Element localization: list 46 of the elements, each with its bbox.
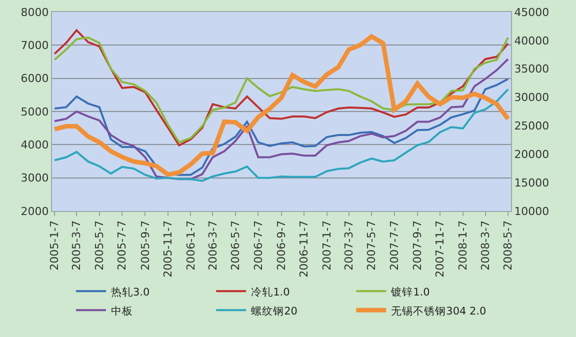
y-tick-label: 4000 bbox=[20, 138, 49, 152]
x-tick-label: 2005-9-7 bbox=[138, 220, 152, 270]
y-tick-label: 7000 bbox=[20, 39, 49, 52]
x-tick-label: 2005-11-7 bbox=[162, 220, 175, 278]
x-tick-label: 2008-5-7 bbox=[502, 220, 515, 270]
legend-label: 镀锌1.0 bbox=[390, 285, 430, 298]
line-series bbox=[54, 58, 510, 180]
x-tick-label: 2007-1-7 bbox=[320, 220, 334, 270]
line-series bbox=[54, 88, 510, 182]
x-tick-label: 2006-1-7 bbox=[184, 220, 198, 270]
x-tick-label: 2007-7-7 bbox=[388, 220, 401, 270]
y2-tick-label: 40000 bbox=[514, 34, 550, 48]
y2-tick-label: 30000 bbox=[514, 91, 550, 104]
x-tick-label: 2005-7-7 bbox=[116, 220, 129, 270]
x-tick-label: 2008-1-7 bbox=[456, 220, 470, 270]
x-tick-label: 2007-3-7 bbox=[342, 220, 356, 270]
y2-tick-label: 35000 bbox=[514, 62, 550, 76]
legend-label: 无锡不锈钢304 2.0 bbox=[391, 305, 486, 318]
x-tick-label: 2007-5-7 bbox=[365, 220, 378, 270]
y2-tick-label: 25000 bbox=[514, 120, 550, 133]
legend-label: 中板 bbox=[111, 304, 133, 318]
x-tick-label: 2005-5-7 bbox=[92, 220, 106, 270]
legend-label: 冷轧1.0 bbox=[251, 286, 290, 298]
x-tick-label: 2007-11-7 bbox=[434, 220, 447, 278]
legend-label: 热轧3.0 bbox=[111, 286, 150, 298]
line-series bbox=[54, 78, 510, 176]
x-tick-label: 2008-3-7 bbox=[478, 220, 492, 270]
y2-tick-label: 15000 bbox=[514, 176, 550, 190]
legend-label: 螺纹钢20 bbox=[251, 304, 298, 318]
y2-tick-label: 45000 bbox=[514, 6, 550, 19]
x-tick-label: 2005-1-7 bbox=[48, 220, 62, 270]
y2-tick-label: 10000 bbox=[514, 204, 550, 218]
y2-tick-label: 20000 bbox=[514, 148, 550, 161]
x-tick-label: 2006-9-7 bbox=[274, 220, 288, 270]
x-tick-label: 2006-7-7 bbox=[252, 220, 265, 270]
y-tick-label: 2000 bbox=[20, 204, 49, 218]
y-tick-label: 3000 bbox=[20, 172, 49, 185]
x-tick-label: 2006-3-7 bbox=[206, 220, 220, 270]
y-tick-label: 6000 bbox=[20, 72, 49, 86]
x-tick-label: 2006-5-7 bbox=[229, 220, 242, 270]
y-tick-label: 8000 bbox=[20, 6, 49, 19]
x-tick-label: 2007-9-7 bbox=[410, 220, 424, 270]
x-tick-label: 2006-11-7 bbox=[298, 220, 311, 278]
y-tick-label: 5000 bbox=[20, 105, 49, 118]
x-tick-label: 2005-3-7 bbox=[70, 220, 84, 270]
line-series bbox=[52, 34, 510, 177]
